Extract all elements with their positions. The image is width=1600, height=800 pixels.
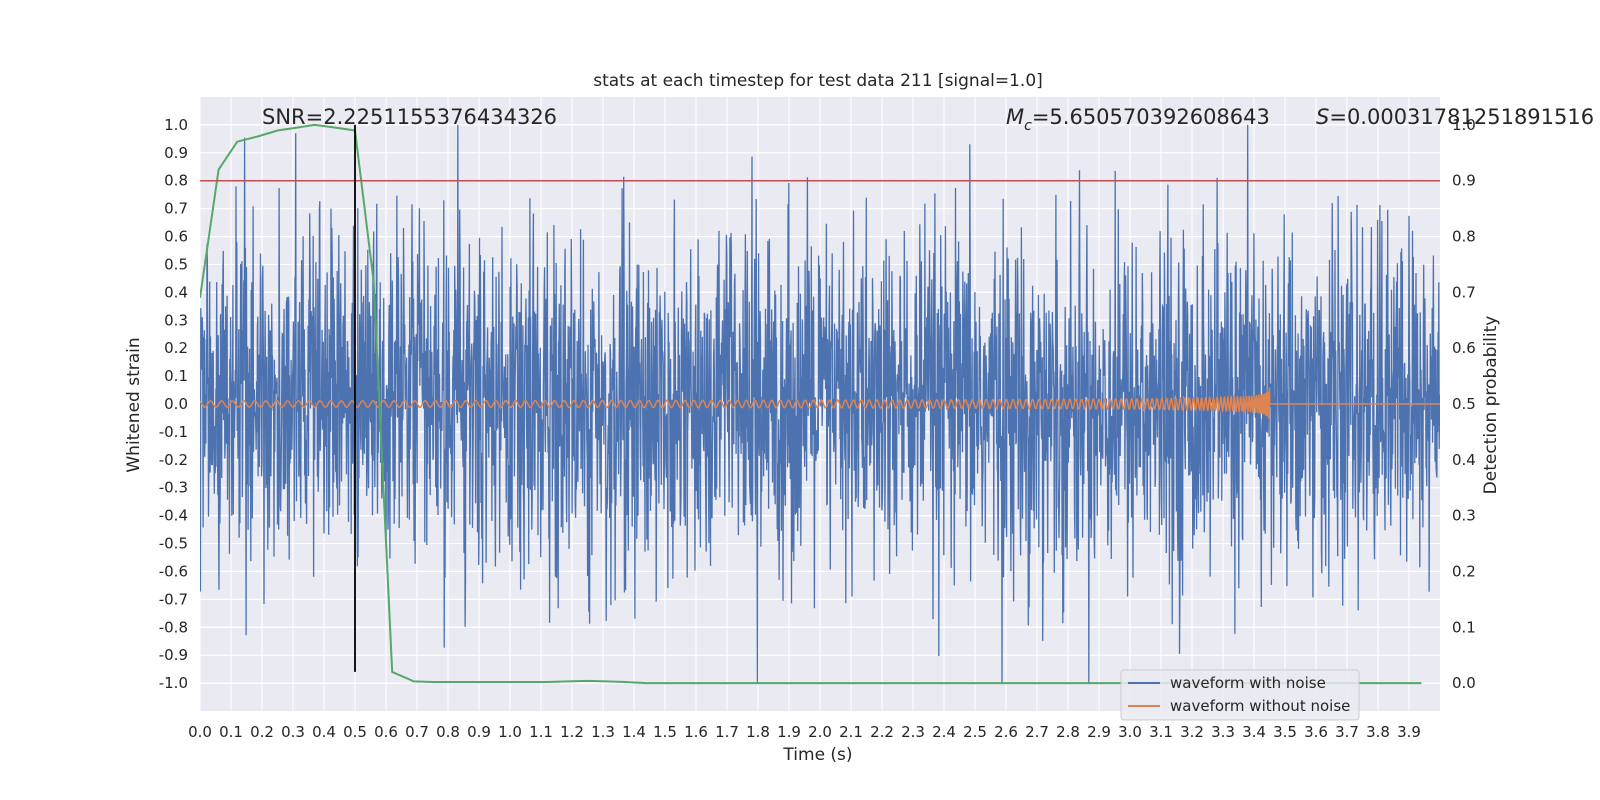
- x-tick-label: 3.0: [1118, 723, 1142, 741]
- x-tick-label: 2.2: [870, 723, 894, 741]
- x-tick-label: 0.7: [405, 723, 429, 741]
- series-waveform-with-noise: [200, 124, 1440, 684]
- y-tick-label: 1.0: [164, 116, 188, 134]
- y-tick-label: 0.0: [164, 395, 188, 413]
- y-right-tick-labels: 1.0 0.9 0.8 0.7 0.6 0.5 0.4 0.3 0.2 0.1 0.0: [1452, 116, 1476, 692]
- y-tick-label: -0.5: [159, 535, 188, 553]
- y-tick-label: -0.3: [159, 479, 188, 497]
- x-tick-label: 1.5: [653, 723, 677, 741]
- chirp-mass-value: =5.650570392608643: [1032, 105, 1270, 129]
- y-tick-label: -0.8: [159, 618, 188, 636]
- x-tick-label: 1.0: [498, 723, 522, 741]
- x-tick-label: 0.0: [188, 723, 212, 741]
- y-tick-label: -0.7: [159, 590, 188, 608]
- y-right-tick-label: 0.2: [1452, 562, 1476, 580]
- x-tick-label: 0.8: [436, 723, 460, 741]
- x-tick-label: 3.2: [1180, 723, 1204, 741]
- y-tick-label: 0.5: [164, 255, 188, 273]
- x-tick-label: 1.6: [684, 723, 708, 741]
- s-symbol: S: [1316, 105, 1329, 129]
- chirp-mass-subscript: c: [1024, 118, 1032, 134]
- y-tick-label: -0.9: [159, 646, 188, 664]
- y-tick-label: 0.4: [164, 283, 188, 301]
- y-tick-label: 0.9: [164, 144, 188, 162]
- chart-title: stats at each timestep for test data 211…: [593, 71, 1043, 91]
- y-tick-label: -1.0: [159, 674, 188, 692]
- x-tick-label: 2.7: [1025, 723, 1049, 741]
- waveform-without-noise-line: [200, 387, 1440, 419]
- snr-annotation: SNR=2.2251155376434326: [262, 105, 557, 129]
- x-tick-label: 3.8: [1366, 723, 1390, 741]
- legend-box: [1120, 669, 1360, 721]
- x-tick-label: 0.6: [374, 723, 398, 741]
- y-right-tick-label: 0.9: [1452, 172, 1476, 190]
- x-tick-label: 1.7: [715, 723, 739, 741]
- y-right-tick-label: 0.5: [1452, 395, 1476, 413]
- y-axis-label: Whitened strain: [124, 337, 144, 472]
- x-tick-label: 3.7: [1335, 723, 1359, 741]
- overlays: [200, 124, 1440, 672]
- x-tick-label: 3.5: [1273, 723, 1297, 741]
- x-tick-label: 1.4: [622, 723, 646, 741]
- y-right-tick-label: 0.7: [1452, 283, 1476, 301]
- y-tick-label: 0.8: [164, 172, 188, 190]
- y-tick-label: -0.1: [159, 423, 188, 441]
- x-tick-label: 2.0: [808, 723, 832, 741]
- y-tick-label: 0.6: [164, 228, 188, 246]
- x-tick-label: 2.9: [1087, 723, 1111, 741]
- s-value: =0.00031781251891516: [1329, 105, 1594, 129]
- y-tick-label: 0.7: [164, 200, 188, 218]
- y-right-tick-label: 0.8: [1452, 228, 1476, 246]
- y-right-tick-label: 0.0: [1452, 674, 1476, 692]
- y-right-tick-label: 0.4: [1452, 451, 1476, 469]
- x-tick-label: 2.8: [1056, 723, 1080, 741]
- y-tick-label: 0.2: [164, 339, 188, 357]
- x-tick-label: 0.3: [281, 723, 305, 741]
- y-tick-label: 0.3: [164, 311, 188, 329]
- y-right-tick-label: 0.3: [1452, 507, 1476, 525]
- x-tick-label: 2.6: [994, 723, 1018, 741]
- x-tick-label: 0.5: [343, 723, 367, 741]
- x-tick-label: 1.2: [560, 723, 584, 741]
- x-tick-label: 0.9: [467, 723, 491, 741]
- x-tick-label: 1.1: [529, 723, 553, 741]
- x-tick-label: 3.9: [1397, 723, 1421, 741]
- y-right-axis-label: Detection probability: [1481, 316, 1501, 495]
- x-tick-label: 3.6: [1304, 723, 1328, 741]
- x-tick-label: 2.1: [839, 723, 863, 741]
- x-tick-label: 3.1: [1149, 723, 1173, 741]
- x-tick-label: 1.8: [746, 723, 770, 741]
- s-annotation: S=0.00031781251891516: [1316, 105, 1594, 129]
- y-right-tick-label: 0.6: [1452, 339, 1476, 357]
- x-tick-label: 1.3: [591, 723, 615, 741]
- x-tick-labels: 0.0 0.1 0.2 0.3 0.4 0.5 0.6 0.7 0.8 0.9 1.0 1.1 1.2 1…: [188, 723, 1421, 741]
- chirp-mass-symbol: M: [1006, 105, 1024, 129]
- x-tick-label: 3.4: [1242, 723, 1266, 741]
- y-tick-label: -0.6: [159, 562, 188, 580]
- legend: waveform with noise waveform without noi…: [1120, 669, 1360, 721]
- y-tick-label: -0.4: [159, 507, 188, 525]
- y-tick-labels: 1.0 0.9 0.8 0.7 0.6 0.5 0.4 0.3 0.2 0.1 0.0 -0.1 -0.…: [159, 116, 188, 692]
- legend-label-waveform-without-noise: waveform without noise: [1170, 697, 1350, 715]
- y-right-tick-label: 0.1: [1452, 618, 1476, 636]
- chirp-mass-annotation: Mc=5.650570392608643: [1006, 105, 1270, 134]
- x-tick-label: 2.4: [932, 723, 956, 741]
- x-tick-label: 1.9: [777, 723, 801, 741]
- x-tick-label: 0.2: [250, 723, 274, 741]
- series-waveform-without-noise: [200, 387, 1440, 419]
- y-tick-label: -0.2: [159, 451, 188, 469]
- x-tick-label: 3.3: [1211, 723, 1235, 741]
- y-tick-label: 0.1: [164, 367, 188, 385]
- x-tick-label: 0.4: [312, 723, 336, 741]
- x-axis-label: Time (s): [782, 745, 852, 765]
- y-right-tick-label: 1.0: [1452, 116, 1476, 134]
- x-tick-label: 2.3: [901, 723, 925, 741]
- x-tick-label: 0.1: [219, 723, 243, 741]
- x-tick-label: 2.5: [963, 723, 987, 741]
- waveform-with-noise-line: [200, 124, 1440, 684]
- legend-label-waveform-with-noise: waveform with noise: [1170, 674, 1326, 692]
